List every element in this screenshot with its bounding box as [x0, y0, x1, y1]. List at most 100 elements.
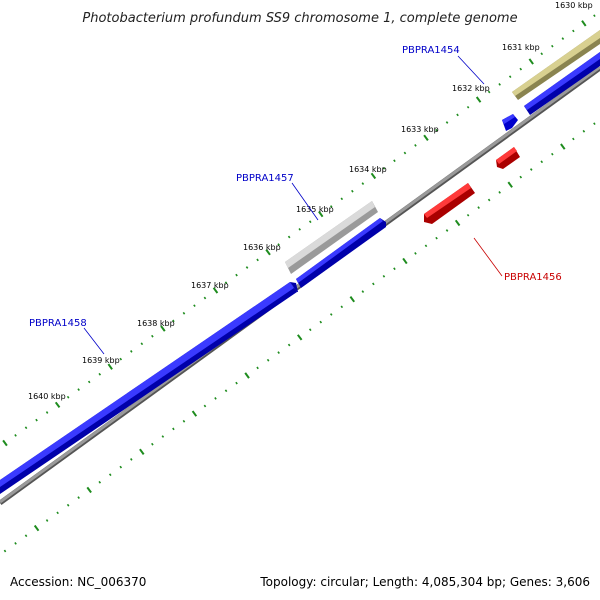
minor-tick — [108, 473, 112, 477]
major-tick — [370, 172, 377, 180]
minor-tick — [361, 290, 365, 293]
minor-tick — [424, 244, 428, 248]
minor-tick — [140, 342, 144, 346]
minor-tick — [298, 228, 301, 231]
kbp-label: 1640 kbp — [28, 392, 66, 401]
minor-tick — [477, 206, 480, 209]
kbp-label: 1632 kbp — [452, 84, 490, 93]
major-tick — [507, 181, 513, 188]
minor-tick — [340, 305, 344, 309]
major-tick — [423, 134, 429, 141]
minor-tick — [24, 426, 28, 430]
minor-tick — [266, 358, 270, 362]
minor-tick — [203, 296, 207, 300]
accession-text: Accession: NC_006370 — [10, 575, 146, 589]
kbp-label: 1636 kbp — [243, 243, 281, 252]
minor-tick — [593, 14, 596, 18]
minor-tick — [172, 427, 175, 431]
minor-tick — [561, 37, 565, 40]
gene-label-PBPRA1456[interactable]: PBPRA1456 — [504, 272, 562, 283]
minor-tick — [456, 113, 459, 117]
minor-tick — [382, 166, 386, 170]
major-tick — [475, 96, 482, 103]
map-title: Photobacterium profundum SS9 chromosome … — [82, 11, 517, 26]
minor-tick — [24, 534, 28, 538]
minor-tick — [182, 419, 186, 423]
minor-tick — [351, 189, 354, 193]
minor-tick — [498, 191, 501, 194]
minor-tick — [193, 304, 196, 307]
minor-tick — [130, 458, 133, 461]
minor-tick — [393, 159, 396, 163]
gene-PBPRA1458[interactable] — [0, 282, 298, 494]
minor-tick — [45, 519, 49, 522]
gene-PBPRA1457[interactable] — [296, 218, 386, 288]
minor-tick — [256, 258, 259, 262]
minor-tick — [519, 175, 523, 179]
major-tick — [212, 287, 219, 294]
major-tick — [139, 448, 145, 455]
gene-label-PBPRA1458[interactable]: PBPRA1458 — [29, 318, 87, 329]
minor-tick — [287, 235, 291, 239]
forward-strand-genes — [0, 52, 600, 494]
kbp-label: 1630 kbp — [555, 1, 593, 10]
gene-PBPRA1456[interactable] — [424, 183, 475, 224]
minor-tick — [98, 480, 102, 484]
major-tick — [318, 210, 324, 218]
kbp-labels: 1630 kbp 1631 kbp 1632 kbp 1633 kbp 1634… — [28, 1, 593, 401]
minor-tick — [245, 266, 249, 269]
major-tick — [402, 257, 408, 265]
minor-tick — [151, 442, 154, 446]
minor-tick — [151, 334, 154, 338]
major-tick — [528, 58, 534, 65]
minor-tick — [77, 496, 80, 499]
minor-tick — [435, 236, 438, 240]
gene-small-reverse[interactable] — [496, 147, 520, 169]
kbp-label: 1635 kbp — [296, 205, 334, 214]
major-tick — [107, 363, 113, 370]
minor-tick — [319, 320, 323, 324]
kbp-label: 1637 kbp — [191, 281, 229, 290]
minor-tick — [77, 388, 80, 391]
kbp-label: 1633 kbp — [401, 125, 439, 134]
minor-tick — [445, 121, 449, 124]
minor-tick — [540, 52, 544, 56]
kbp-label: 1639 kbp — [82, 356, 120, 365]
minor-tick — [235, 381, 238, 385]
minor-tick — [235, 273, 238, 277]
kbp-label: 1634 kbp — [349, 165, 387, 174]
minor-tick — [87, 380, 91, 384]
minor-tick — [224, 281, 228, 285]
minor-tick — [66, 503, 70, 507]
gene-PBPRA1454[interactable] — [524, 52, 600, 115]
minor-tick — [414, 252, 417, 255]
minor-tick — [551, 44, 554, 48]
major-tick — [560, 143, 566, 150]
gene-small-forward[interactable] — [502, 114, 518, 131]
minor-tick — [551, 152, 554, 156]
olive-feature — [512, 30, 600, 100]
gene-label-PBPRA1457[interactable]: PBPRA1457 — [236, 173, 294, 184]
kbp-label: 1631 kbp — [502, 43, 540, 52]
gene-label-PBPRA1454[interactable]: PBPRA1454 — [402, 45, 460, 56]
minor-tick — [14, 542, 17, 545]
minor-tick — [287, 343, 291, 347]
gene-labels: PBPRA1454 PBPRA1457 PBPRA1458 PBPRA1456 — [29, 45, 562, 355]
minor-tick — [498, 83, 501, 86]
minor-tick — [329, 205, 333, 208]
minor-tick — [340, 197, 344, 201]
major-tick — [86, 486, 92, 494]
kbp-label: 1638 kbp — [137, 319, 175, 328]
major-tick — [454, 219, 461, 227]
minor-tick — [572, 137, 575, 141]
minor-tick — [487, 90, 491, 94]
minor-tick — [435, 128, 438, 132]
minor-tick — [466, 105, 470, 109]
outer-tick-track — [2, 14, 596, 447]
minor-tick — [35, 418, 38, 422]
minor-tick — [172, 319, 175, 323]
major-tick — [160, 325, 166, 332]
major-tick — [191, 410, 198, 417]
gray-feature — [285, 201, 378, 274]
